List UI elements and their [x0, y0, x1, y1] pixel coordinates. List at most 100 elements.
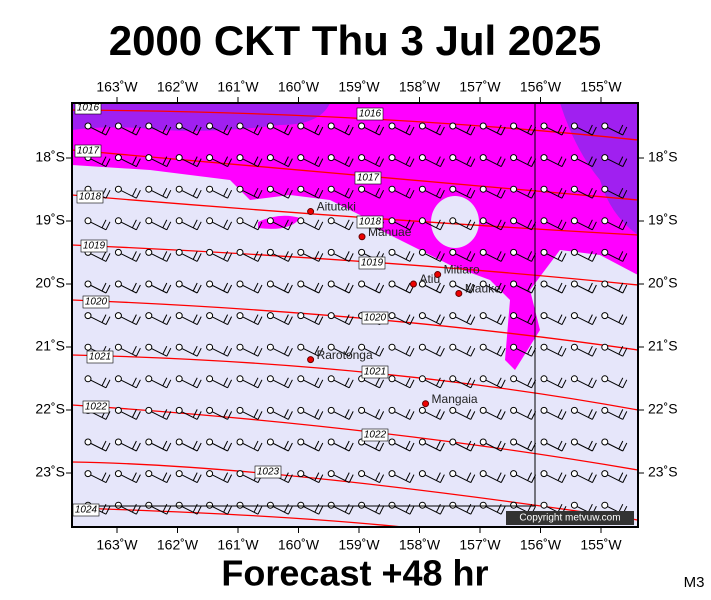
barb-station: [327, 280, 335, 288]
wind-barb: [236, 280, 263, 294]
wind-barb: [266, 217, 293, 231]
barb-feather: [409, 347, 415, 357]
barb-feather: [223, 124, 229, 134]
barb-feather: [318, 316, 324, 325]
wind-barb: [114, 154, 141, 168]
lat-tick-label: 23˚S: [648, 464, 678, 480]
barb-station: [540, 154, 548, 162]
wind-barb: [601, 217, 628, 231]
barb-feather: [435, 409, 441, 418]
lon-tick-label: 163˚W: [96, 79, 138, 95]
barb-station: [114, 280, 122, 288]
wind-barb: [114, 470, 141, 484]
barb-feather: [196, 411, 202, 420]
wind-barb: [236, 375, 263, 389]
barb-feather: [166, 411, 172, 420]
barb-feather: [435, 124, 441, 134]
barb-feather: [500, 253, 506, 262]
barb-feather: [591, 126, 597, 136]
wind-barb: [601, 343, 628, 357]
barb-feather: [101, 440, 107, 450]
barb-station: [327, 470, 335, 478]
barb-station: [510, 470, 518, 478]
barb-feather: [135, 379, 141, 389]
wind-barb: [510, 343, 537, 357]
barb-feather: [470, 474, 476, 483]
barb-station: [297, 343, 305, 351]
barb-feather: [318, 442, 324, 452]
barb-feather: [192, 345, 198, 355]
wind-barb: [327, 122, 354, 136]
wind-barb: [388, 154, 415, 168]
wind-barb: [540, 217, 567, 231]
barb-feather: [223, 377, 229, 387]
barb-feather: [287, 474, 293, 483]
wind-barb: [114, 248, 141, 262]
barb-feather: [470, 347, 476, 357]
island-name: Mauke: [465, 282, 501, 296]
barb-feather: [375, 345, 381, 355]
wind-barb: [206, 470, 233, 484]
barb-feather: [435, 156, 441, 165]
wind-barb: [418, 217, 445, 231]
barb-feather: [379, 379, 385, 389]
wind-barb: [327, 375, 354, 389]
barb-feather: [375, 282, 381, 292]
barb-feather: [105, 505, 111, 515]
barb-station: [510, 343, 518, 351]
wind-barb: [510, 406, 537, 420]
barb-station: [388, 280, 396, 288]
barb-station: [266, 438, 274, 446]
barb-feather: [192, 377, 198, 387]
barb-station: [114, 185, 122, 193]
barb-feather: [105, 126, 111, 136]
barb-feather: [257, 253, 263, 262]
wind-barb: [418, 248, 445, 262]
barb-station: [418, 501, 426, 509]
wind-barb: [601, 122, 628, 136]
barb-station: [601, 406, 609, 414]
barb-station: [114, 217, 122, 225]
barb-feather: [591, 379, 597, 389]
isobar-label: 1020: [85, 297, 108, 308]
barb-feather: [318, 411, 324, 420]
barb-station: [84, 122, 92, 130]
barb-feather: [405, 377, 411, 387]
barb-station: [327, 217, 335, 225]
barb-feather: [223, 345, 229, 355]
barb-feather: [196, 284, 202, 294]
barb-feather: [196, 126, 202, 136]
barb-station: [418, 280, 426, 288]
wind-barb: [236, 470, 263, 484]
barb-feather: [166, 284, 172, 294]
barb-station: [236, 248, 244, 256]
barb-station: [84, 470, 92, 478]
barb-station: [449, 185, 457, 193]
barb-feather: [439, 189, 445, 199]
barb-feather: [196, 505, 202, 515]
barb-station: [510, 406, 518, 414]
barb-station: [479, 406, 487, 414]
barb-station: [175, 470, 183, 478]
barb-station: [570, 122, 578, 130]
barb-station: [418, 122, 426, 130]
barb-station: [570, 312, 578, 320]
wind-barb: [601, 185, 628, 199]
barb-feather: [527, 314, 533, 323]
barb-station: [327, 185, 335, 193]
wind-barb: [540, 375, 567, 389]
wind-barb: [175, 470, 202, 484]
barb-station: [236, 122, 244, 130]
lat-tick-label: 19˚S: [35, 212, 65, 228]
wind-barb: [145, 438, 172, 452]
wind-barb: [206, 375, 233, 389]
wind-barb: [449, 375, 476, 389]
barb-station: [358, 185, 366, 193]
barb-feather: [227, 221, 233, 231]
barb-feather: [466, 187, 472, 197]
barb-feather: [500, 284, 506, 294]
barb-feather: [466, 251, 472, 260]
barb-feather: [131, 187, 137, 197]
barb-feather: [257, 221, 263, 231]
wind-barb: [540, 185, 567, 199]
